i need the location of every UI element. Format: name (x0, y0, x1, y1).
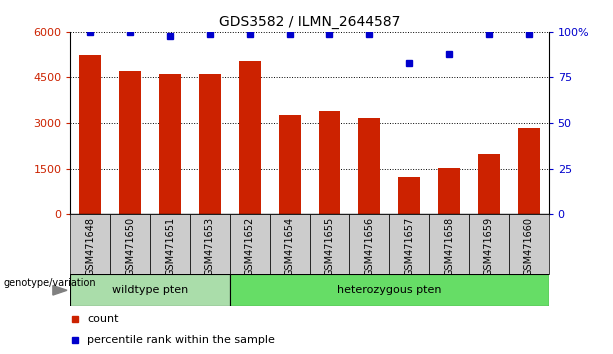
Text: count: count (87, 314, 119, 324)
Bar (199, 74, 221, 214)
Bar (319, 111, 340, 214)
Bar (478, 154, 500, 214)
Bar (438, 168, 460, 214)
Bar (150, 214, 190, 274)
Text: GSM471655: GSM471655 (324, 217, 335, 276)
Bar (270, 214, 310, 274)
Text: GSM471652: GSM471652 (245, 217, 255, 276)
Text: GSM471648: GSM471648 (85, 217, 96, 276)
Bar (239, 61, 261, 214)
Polygon shape (53, 285, 67, 295)
Bar (469, 214, 509, 274)
Bar (110, 214, 150, 274)
Text: percentile rank within the sample: percentile rank within the sample (87, 335, 275, 345)
Text: GSM471650: GSM471650 (125, 217, 135, 276)
Text: genotype/variation: genotype/variation (3, 278, 96, 288)
Text: GSM471654: GSM471654 (284, 217, 295, 276)
Bar (359, 119, 380, 214)
Bar (70, 214, 110, 274)
Text: GSM471651: GSM471651 (165, 217, 175, 276)
Bar (398, 177, 420, 214)
Text: GSM471659: GSM471659 (484, 217, 494, 276)
Bar (389, 214, 429, 274)
Bar (230, 214, 270, 274)
Text: wildtype pten: wildtype pten (112, 285, 188, 295)
Bar (429, 214, 469, 274)
Bar (190, 214, 230, 274)
Text: GSM471653: GSM471653 (205, 217, 215, 276)
Text: GSM471656: GSM471656 (364, 217, 375, 276)
Text: GSM471657: GSM471657 (404, 217, 414, 276)
Bar (279, 115, 300, 214)
Bar (349, 214, 389, 274)
Bar (509, 214, 549, 274)
Text: GSM471660: GSM471660 (524, 217, 534, 276)
Bar (230, 274, 549, 306)
Bar (518, 127, 539, 214)
Title: GDS3582 / ILMN_2644587: GDS3582 / ILMN_2644587 (219, 16, 400, 29)
Bar (120, 72, 141, 214)
Bar (70, 274, 230, 306)
Bar (159, 74, 181, 214)
Bar (310, 214, 349, 274)
Text: heterozygous pten: heterozygous pten (337, 285, 441, 295)
Text: GSM471658: GSM471658 (444, 217, 454, 276)
Bar (80, 55, 101, 214)
